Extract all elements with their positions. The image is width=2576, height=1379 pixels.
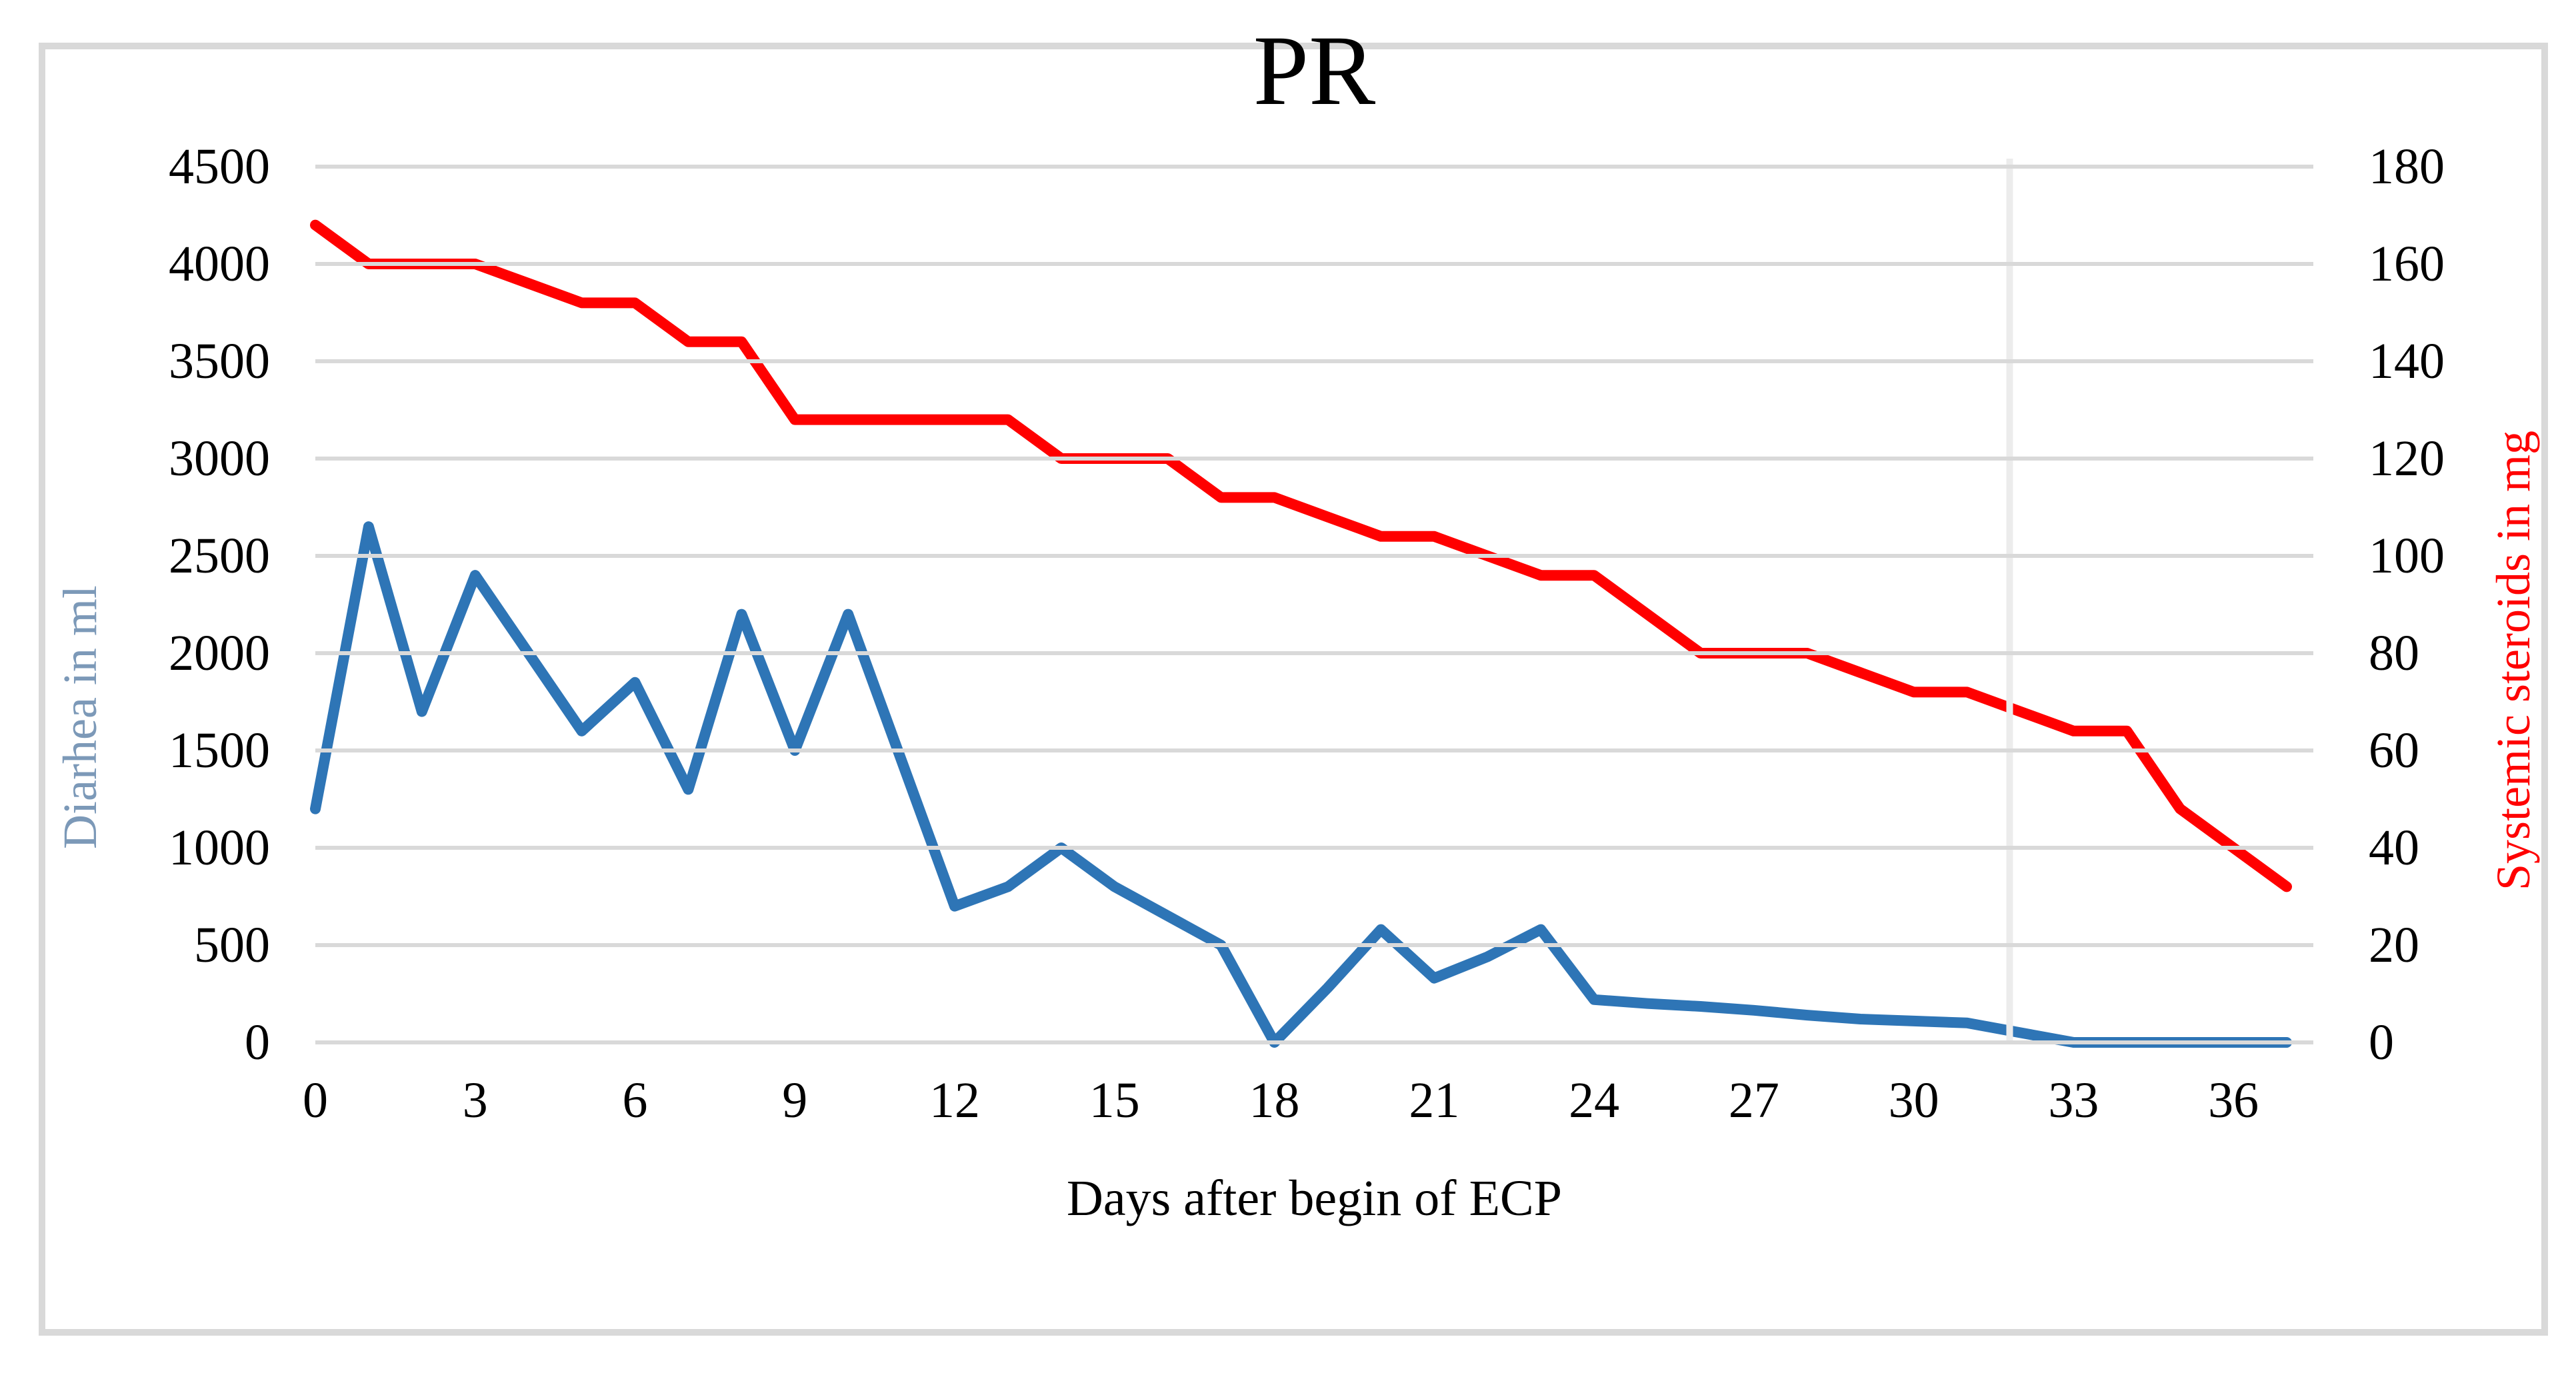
x-axis-tick-label: 36 [2208, 1072, 2259, 1128]
gridline-horizontal [315, 554, 2313, 558]
x-axis-tick-label: 18 [1249, 1072, 1300, 1128]
x-axis-tick-label: 24 [1569, 1072, 1620, 1128]
gridline-horizontal [315, 359, 2313, 363]
right-axis-tick-label: 140 [2369, 333, 2445, 389]
x-axis-tick-label: 21 [1409, 1072, 1460, 1128]
series-layer [310, 159, 2292, 1048]
gridline-horizontal [315, 651, 2313, 655]
gridline-horizontal [315, 457, 2313, 461]
left-axis-tick-label: 3500 [169, 333, 270, 389]
x-axis-tick-label: 27 [1728, 1072, 1779, 1128]
gridline-horizontal [315, 262, 2313, 266]
gridline-horizontal [315, 748, 2313, 752]
right-axis-tick-label: 120 [2369, 431, 2445, 487]
right-axis-tick-label: 0 [2369, 1014, 2394, 1070]
x-axis-tick-label: 9 [782, 1072, 808, 1128]
gridline-horizontal [315, 943, 2313, 947]
x-axis-tick-label: 33 [2048, 1072, 2099, 1128]
left-axis-tick-label: 4500 [169, 139, 270, 195]
plot-area [310, 159, 2313, 1048]
left-axis-tick-label: 0 [245, 1014, 270, 1070]
left-axis-tick-label: 2000 [169, 625, 270, 681]
left-axis-tick-label: 2500 [169, 528, 270, 584]
left-axis-tick-label: 1000 [169, 820, 270, 876]
right-axis-tick-label: 180 [2369, 139, 2445, 195]
gridline-horizontal [315, 846, 2313, 850]
steroids-series-line [310, 219, 2292, 892]
left-axis-tick-label: 500 [194, 917, 270, 973]
x-axis-tick-label: 30 [1888, 1072, 1939, 1128]
x-axis-tick-label: 15 [1089, 1072, 1140, 1128]
x-axis-title: Days after begin of ECP [1067, 1170, 1562, 1226]
right-axis-tick-label: 40 [2369, 820, 2419, 876]
gridline-horizontal [315, 165, 2313, 169]
x-axis-tick-label: 3 [462, 1072, 488, 1128]
right-axis-tick-label: 100 [2369, 528, 2445, 584]
x-axis-tick-label: 12 [929, 1072, 981, 1128]
right-axis-tick-label: 60 [2369, 722, 2419, 778]
x-axis-tick-label: 0 [303, 1072, 328, 1128]
x-axis-tick-label: 6 [622, 1072, 648, 1128]
left-axis-tick-label: 4000 [169, 236, 270, 292]
right-axis-tick-label: 160 [2369, 236, 2445, 292]
diarrhea-series-line [310, 521, 2292, 1048]
left-axis-tick-label: 1500 [169, 722, 270, 778]
chart-title: PR [1253, 15, 1376, 126]
right-axis-tick-label: 20 [2369, 917, 2419, 973]
gridline-horizontal [315, 1040, 2313, 1044]
left-axis-tick-label: 3000 [169, 431, 270, 487]
right-axis-tick-label: 80 [2369, 625, 2419, 681]
